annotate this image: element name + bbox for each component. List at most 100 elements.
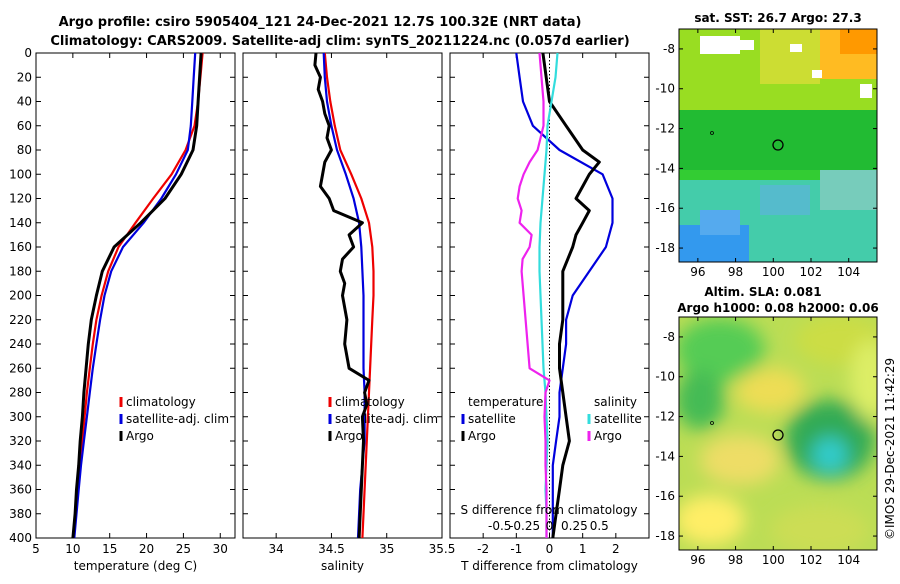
map-ytick-label: -8 — [663, 42, 675, 56]
map-xtick-label: 98 — [728, 553, 743, 567]
depth-tick-label: 300 — [9, 410, 32, 424]
s-diff-tick-label: 0.25 — [561, 519, 588, 533]
temperature-panel: 5 10 15 20 25 3002040608010012014016018020022… — [9, 46, 236, 573]
legend-label: satellite — [468, 412, 516, 426]
sla-argo-marker — [772, 429, 784, 441]
temperature-xlabel: temperature (deg C) — [74, 559, 197, 573]
legend-label: salinity — [594, 395, 637, 409]
salinity-climatology-line — [323, 52, 375, 539]
legend-label: Argo — [126, 429, 154, 443]
temperature-xtick-label: 25 — [176, 542, 191, 556]
temperature-satellite-adj-clim-line — [73, 52, 197, 539]
depth-tick-label: 160 — [9, 240, 32, 254]
depth-tick-label: 220 — [9, 313, 32, 327]
depth-tick-label: 20 — [17, 70, 32, 84]
diff-s-argo-line — [516, 52, 551, 538]
depth-tick-label: 100 — [9, 167, 32, 181]
depth-tick-label: 0 — [24, 46, 32, 60]
map-ytick-label: -10 — [655, 370, 675, 384]
diff-t-argo-line — [541, 52, 601, 539]
map-ytick-label: -12 — [655, 122, 675, 136]
salinity-xtick-label: 35 — [379, 542, 394, 556]
map-ytick-label: -14 — [655, 449, 675, 463]
depth-tick-label: 60 — [17, 119, 32, 133]
depth-tick-label: 240 — [9, 337, 32, 351]
map-xtick-label: 102 — [800, 265, 823, 279]
depth-tick-label: 280 — [9, 386, 32, 400]
depth-tick-label: 400 — [9, 531, 32, 545]
legend-label: satellite — [594, 412, 642, 426]
depth-tick-label: 320 — [9, 434, 32, 448]
difference-panel: -2 -1 0 1 2 T difference from climatology -0.5… — [449, 52, 650, 573]
map-xtick-label: 96 — [690, 553, 705, 567]
depth-tick-label: 80 — [17, 143, 32, 157]
temperature-xtick-label: 5 — [32, 542, 40, 556]
map-xtick-label: 104 — [837, 553, 860, 567]
map-ytick-label: -18 — [655, 241, 675, 255]
depth-tick-label: 260 — [9, 361, 32, 375]
map-xtick-label: 102 — [800, 553, 823, 567]
temperature-axes — [35, 52, 236, 539]
sla-map-subtitle: Argo h1000: 0.08 h2000: 0.06 — [677, 301, 878, 315]
difference-xlabel: T difference from climatology — [460, 559, 638, 573]
legend-label: climatology — [126, 395, 196, 409]
s-diff-tick-label: -0.5 — [488, 519, 511, 533]
map-ytick-label: -14 — [655, 161, 675, 175]
difference-xtick-label: -2 — [477, 542, 489, 556]
map-ytick-label: -10 — [655, 82, 675, 96]
map-ytick-label: -16 — [655, 489, 675, 503]
sla-map: Altim. SLA: 0.081 Argo h1000: 0.08 h2000… — [655, 285, 878, 567]
salinity-panel: 34 34.5 35 35.5 salinity climatology satellite… — [242, 52, 456, 573]
depth-tick-label: 40 — [17, 95, 32, 109]
map-xtick-label: 100 — [762, 265, 785, 279]
map-ytick-label: -8 — [663, 330, 675, 344]
s-diff-label: S difference from climatology — [461, 503, 638, 517]
difference-xtick-label: 2 — [612, 542, 620, 556]
depth-tick-label: 140 — [9, 216, 32, 230]
temperature-xtick-label: 10 — [65, 542, 80, 556]
legend-label: climatology — [335, 395, 405, 409]
s-diff-tick-label: 0 — [546, 519, 554, 533]
sst-field — [679, 29, 877, 262]
title-line-2: Climatology: CARS2009. Satellite-adj cli… — [50, 34, 629, 49]
map-ytick-label: -12 — [655, 410, 675, 424]
depth-tick-label: 200 — [9, 289, 32, 303]
legend-label: satellite-adj. clim — [126, 412, 229, 426]
map-xtick-label: 98 — [728, 265, 743, 279]
temperature-argo-line — [71, 52, 203, 539]
sst-argo-marker — [772, 139, 784, 151]
sst-small-marker — [710, 131, 714, 135]
legend-label: temperature — [468, 395, 543, 409]
difference-xtick-label: 1 — [579, 542, 587, 556]
map-ytick-label: -18 — [655, 529, 675, 543]
diff-s-satellite-line — [538, 52, 559, 538]
timestamp: ©IMOS 29-Dec-2021 11:42:29 — [883, 358, 897, 540]
temperature-xtick-label: 30 — [213, 542, 228, 556]
sla-map-title: Altim. SLA: 0.081 — [704, 285, 821, 299]
temperature-xtick-label: 20 — [139, 542, 154, 556]
title-line-1: Argo profile: csiro 5905404_121 24-Dec-2… — [59, 15, 582, 30]
depth-tick-label: 360 — [9, 483, 32, 497]
map-ytick-label: -16 — [655, 201, 675, 215]
difference-xtick-label: -1 — [510, 542, 522, 556]
depth-tick-label: 380 — [9, 507, 32, 521]
depth-tick-label: 340 — [9, 458, 32, 472]
legend-label: satellite-adj. clim — [335, 412, 438, 426]
sla-small-marker — [710, 421, 714, 425]
salinity-xtick-label: 35.5 — [429, 542, 456, 556]
salinity-xtick-label: 34 — [269, 542, 284, 556]
salinity-xtick-label: 34.5 — [318, 542, 345, 556]
sst-map: sat. SST: 26.7 Argo: 27.3 — [655, 11, 878, 279]
difference-xtick-label: 0 — [546, 542, 554, 556]
s-diff-tick-label: -0.25 — [509, 519, 540, 533]
legend-label: Argo — [335, 429, 363, 443]
salinity-xlabel: salinity — [321, 559, 364, 573]
map-xtick-label: 100 — [762, 553, 785, 567]
sla-field — [679, 317, 877, 550]
depth-tick-label: 120 — [9, 192, 32, 206]
map-xtick-label: 104 — [837, 265, 860, 279]
depth-tick-label: 180 — [9, 264, 32, 278]
legend-label: Argo — [594, 429, 622, 443]
sst-map-title: sat. SST: 26.7 Argo: 27.3 — [694, 11, 861, 25]
